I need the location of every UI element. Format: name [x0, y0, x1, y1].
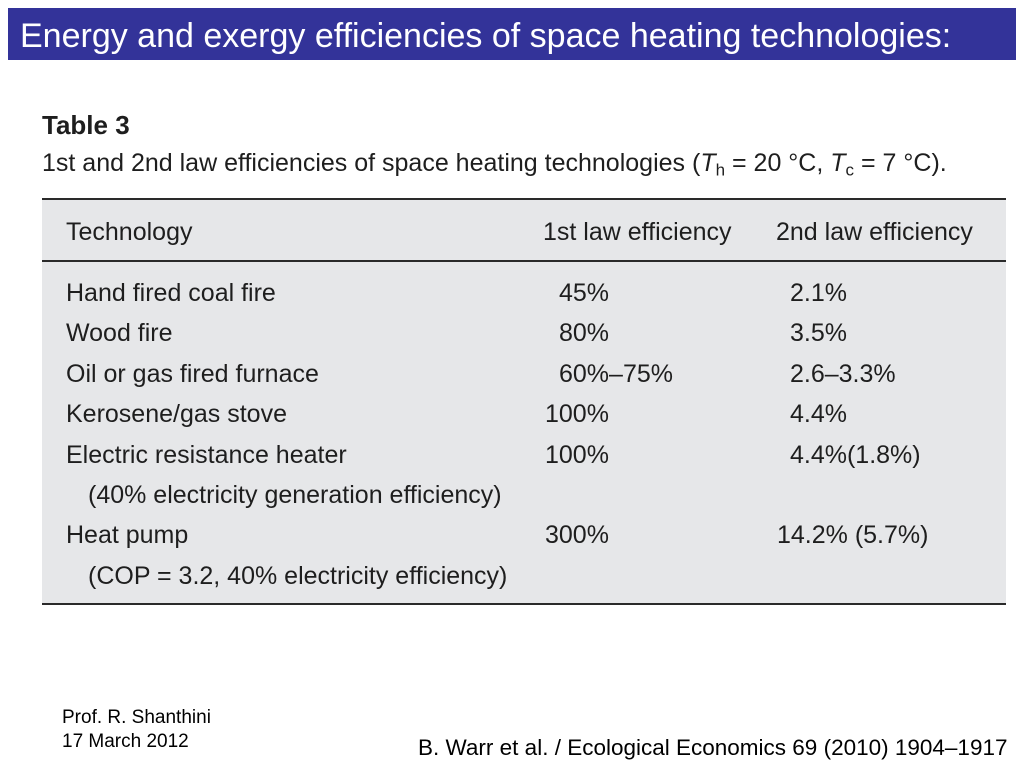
table-row: Oil or gas fired furnace 60%–75% 2.6–3.3… [42, 354, 1006, 394]
cell-second-law-efficiency: 4.4%(1.8%) [790, 440, 921, 469]
table-row-line: Oil or gas fired furnace 60%–75% 2.6–3.3… [42, 354, 1006, 394]
table-label: Table 3 [42, 110, 130, 140]
caption-cold-value: = 7 °C). [854, 149, 947, 177]
table-row: Wood fire 80% 3.5% [42, 313, 1006, 353]
cell-technology: Heat pump [66, 521, 189, 550]
table-row: Hand fired coal fire 45% 2.1% [42, 273, 1006, 313]
cell-technology: Wood fire [66, 319, 173, 348]
cell-first-law-efficiency: 100% [545, 440, 609, 469]
caption-hot-subscript: h [715, 160, 726, 180]
header-second-law-efficiency: 2nd law efficiency [776, 218, 973, 246]
cell-first-law-efficiency: 60%–75% [559, 359, 673, 388]
efficiency-table: Technology 1st law efficiency 2nd law ef… [42, 198, 1006, 606]
caption-cold-subscript: c [845, 160, 855, 180]
table-row-line: Wood fire 80% 3.5% [42, 313, 1006, 353]
title-bar: Energy and exergy efficiencies of space … [8, 8, 1016, 60]
cell-second-law-efficiency: 3.5% [790, 319, 847, 348]
cell-technology: Hand fired coal fire [66, 279, 276, 307]
table-row-note-line: (COP = 3.2, 40% electricity efficiency) [42, 556, 1006, 596]
cell-technology: Electric resistance heater [66, 440, 347, 469]
cell-technology: Oil or gas fired furnace [66, 359, 319, 388]
cell-second-law-efficiency: 2.1% [790, 279, 847, 307]
caption-cold-symbol: T [830, 149, 846, 177]
table-row: Heat pump 300% 14.2% (5.7%) (COP = 3.2, … [42, 515, 1006, 596]
caption-hot-symbol: T [700, 149, 716, 177]
table-row-line: Kerosene/gas stove 100% 4.4% [42, 394, 1006, 434]
caption-text: 1st and 2nd law efficiencies of space he… [42, 149, 701, 177]
cell-second-law-efficiency: 4.4% [790, 400, 847, 429]
table-header-row: Technology 1st law efficiency 2nd law ef… [42, 200, 1006, 262]
table-row-note-line: (40% electricity generation efficiency) [42, 475, 1006, 515]
header-first-law-efficiency: 1st law efficiency [543, 218, 732, 246]
caption-hot-value: = 20 °C, [725, 149, 831, 177]
cell-technology: Kerosene/gas stove [66, 400, 287, 429]
footer-author: Prof. R. Shanthini [62, 707, 211, 728]
table-row: Electric resistance heater 100% 4.4%(1.8… [42, 435, 1006, 516]
table-row-line: Electric resistance heater 100% 4.4%(1.8… [42, 435, 1006, 475]
footer-date: 17 March 2012 [62, 731, 189, 752]
table-caption: 1st and 2nd law efficiencies of space he… [42, 149, 947, 178]
table-body: Hand fired coal fire 45% 2.1% Wood fire … [42, 262, 1006, 603]
footer-citation: B. Warr et al. / Ecological Economics 69… [418, 735, 1008, 760]
header-technology: Technology [66, 218, 193, 246]
cell-first-law-efficiency: 300% [545, 521, 609, 550]
table-row-line: Hand fired coal fire 45% 2.1% [42, 273, 1006, 313]
cell-technology-note: (40% electricity generation efficiency) [88, 480, 502, 509]
cell-first-law-efficiency: 45% [559, 279, 610, 307]
footer-author-block: Prof. R. Shanthini 17 March 2012 [62, 706, 211, 754]
cell-second-law-efficiency: 14.2% (5.7%) [777, 521, 929, 550]
cell-first-law-efficiency: 100% [545, 400, 609, 429]
cell-second-law-efficiency: 2.6–3.3% [790, 359, 896, 388]
cell-first-law-efficiency: 80% [559, 319, 610, 348]
cell-technology-note: (COP = 3.2, 40% electricity efficiency) [88, 561, 508, 590]
table-row: Kerosene/gas stove 100% 4.4% [42, 394, 1006, 434]
table-row-line: Heat pump 300% 14.2% (5.7%) [42, 515, 1006, 555]
slide-title: Energy and exergy efficiencies of space … [20, 17, 952, 55]
